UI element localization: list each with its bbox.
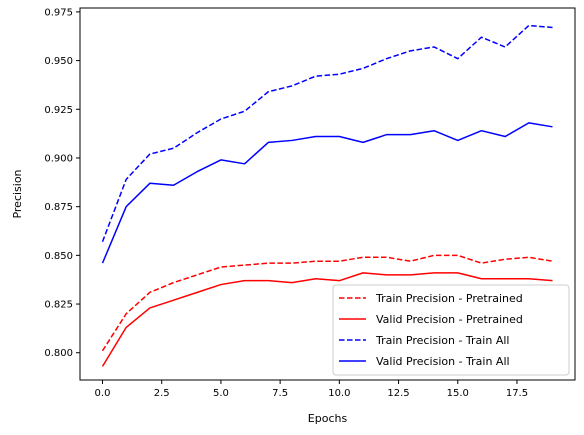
- x-tick-label: 5.0: [213, 388, 229, 399]
- x-tick-label: 17.5: [506, 388, 528, 399]
- x-axis-ticks: 0.0 2.5 5.0 7.5 10.0 12.5 15.0 17.5: [95, 380, 528, 399]
- legend-label-2: Train Precision - Train All: [375, 334, 509, 347]
- y-tick-label: 0.825: [44, 300, 73, 311]
- y-tick-label: 0.875: [44, 202, 73, 213]
- legend: Train Precision - Pretrained Valid Precis…: [332, 284, 570, 376]
- x-axis-label: Epochs: [308, 412, 348, 425]
- plot-lines: [101, 24, 553, 367]
- x-tick-label: 12.5: [387, 388, 409, 399]
- y-tick-label: 0.850: [44, 251, 73, 262]
- x-tick-label: 0.0: [95, 388, 111, 399]
- y-axis-ticks: 0.800 0.825 0.850 0.875 0.900 0.925 0.950 0.975: [44, 7, 80, 359]
- series-line-3: [101, 122, 553, 264]
- legend-entries: Train Precision - Pretrained Valid Precis…: [339, 292, 523, 368]
- legend-box: [332, 284, 570, 376]
- y-tick-label: 0.800: [44, 348, 73, 359]
- x-tick-label: 7.5: [272, 388, 288, 399]
- x-tick-label: 2.5: [154, 388, 170, 399]
- y-axis-label: Precision: [11, 169, 24, 218]
- series-line-2: [101, 24, 553, 242]
- legend-label-1: Valid Precision - Pretrained: [376, 313, 523, 326]
- y-tick-label: 0.950: [44, 56, 73, 67]
- y-tick-label: 0.900: [44, 153, 73, 164]
- y-tick-label: 0.975: [44, 7, 73, 18]
- series-line-0: [101, 254, 553, 352]
- y-tick-label: 0.925: [44, 105, 73, 116]
- x-tick-label: 10.0: [328, 388, 350, 399]
- x-tick-label: 15.0: [447, 388, 469, 399]
- series-line-1: [101, 272, 553, 367]
- legend-label-3: Valid Precision - Train All: [376, 355, 510, 368]
- plot-frame: [79, 7, 576, 381]
- legend-label-0: Train Precision - Pretrained: [375, 292, 523, 305]
